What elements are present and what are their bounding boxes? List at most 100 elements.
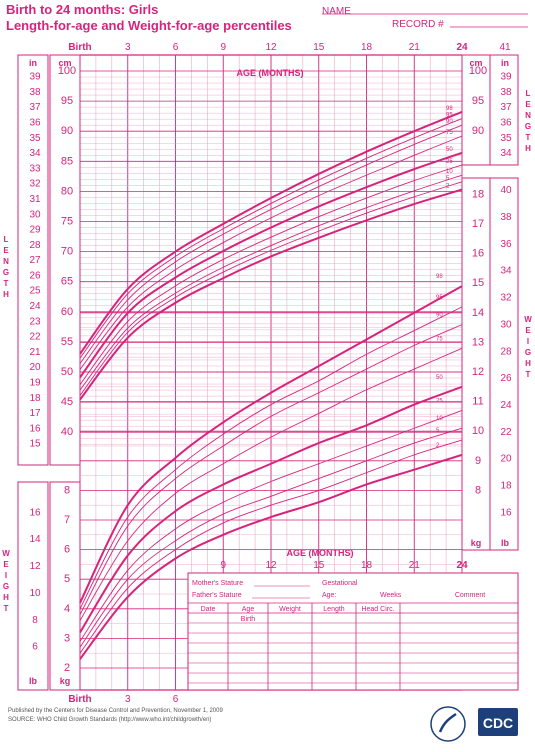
length-curve-p5 [79,181,463,396]
kg-tick-label: 8 [64,484,70,496]
table-column-header: Date [201,606,216,613]
in-tick-label: 32 [29,179,41,190]
length-curve-p2 [79,188,463,401]
lb-tick-label: 14 [29,534,41,545]
weight-percentile-label: 50 [436,375,443,381]
in-tick-label: 26 [29,270,41,281]
kg-tick-label-right: 18 [472,188,484,200]
weight-side-label-right: I [527,337,529,346]
in-tick-label-right: 38 [500,87,512,98]
cm-tick-label: 95 [61,95,73,107]
weight-side-label-right: T [526,370,531,379]
kg-unit-label: kg [60,676,71,686]
in-tick-label: 21 [29,347,41,358]
in-tick-label: 23 [29,316,41,327]
lb-scale-left [17,481,49,691]
in-tick-label-right: 36 [500,118,512,129]
length-percentile-label: 90 [446,119,453,125]
lb-tick-label-right: 34 [500,266,512,277]
weight-side-label-right: H [525,359,531,368]
length-side-label-right: N [525,111,531,120]
mid-tick-label: 15 [313,560,325,571]
mid-tick-label: 9 [220,560,226,571]
in-tick-label: 33 [29,163,41,174]
weight-curve-p10 [79,427,463,648]
lb-tick-label-right: 40 [500,185,512,196]
weight-curve-p98 [79,285,463,604]
cm-tick-label: 80 [61,185,73,197]
cm-tick-label: 55 [61,336,73,348]
length-percentile-label: 50 [446,147,453,153]
comment-label: Comment [455,592,485,599]
mid-tick-label: 24 [456,560,468,571]
in-tick-label-right: 37 [500,102,512,113]
mid-tick-label: 18 [361,560,373,571]
top-tick-label: 21 [409,42,421,53]
cm-tick-label: 75 [61,216,73,228]
lb-tick-label-right: 22 [500,427,512,438]
kg-tick-label: 5 [64,573,70,585]
weight-side-label-right: E [525,326,531,335]
cm-tick-label: 40 [61,426,73,438]
chart-subtitle: Length-for-age and Weight-for-age percen… [6,18,292,33]
in-tick-label: 36 [29,118,41,129]
weight-curve-p50 [79,385,463,634]
name-label: NAME [322,6,351,17]
length-side-label: N [3,257,9,266]
length-side-label: E [3,246,9,255]
table-column-header: Age [242,606,255,613]
table-column-header: Length [323,606,345,613]
length-curve-p10 [79,174,463,391]
kg-tick-label: 4 [64,603,70,615]
top-tick-label: 12 [265,42,277,53]
length-percentile-label: 95 [446,113,453,119]
weight-percentile-label: 25 [436,398,443,404]
weight-curve-p2 [79,453,463,660]
weight-curve-p95 [79,306,463,610]
kg-tick-label: 6 [64,544,70,556]
weight-percentile-label: 95 [436,295,443,301]
in-tick-label: 28 [29,240,41,251]
top-right-in-label: 41 [499,42,511,53]
table-column-header: Weight [279,606,301,613]
bottom-tick-label: Birth [68,694,91,705]
in-tick-label: 19 [29,377,41,388]
in-tick-label: 30 [29,209,41,220]
cm-tick-label-right: 90 [472,125,484,137]
lb-unit-label: lb [29,676,38,686]
length-curve-p95 [79,118,463,359]
publisher-note: Published by the Centers for Disease Con… [8,708,223,714]
weight-percentile-label: 5 [436,428,440,434]
kg-unit-label-right: kg [471,538,482,548]
lb-tick-label-right: 28 [500,346,512,357]
kg-tick-label-right: 11 [472,396,483,408]
cm-tick-label: 90 [61,125,73,137]
lb-tick-label-right: 32 [500,293,512,304]
length-percentile-label: 10 [446,169,453,175]
in-tick-label: 39 [29,72,41,83]
weight-side-label: H [3,593,9,602]
weight-side-label: I [5,571,7,580]
kg-scale-left [49,481,81,691]
weeks-label: Weeks [380,592,402,599]
in-tick-label: 29 [29,225,41,236]
cdc-logo-text: CDC [483,715,513,731]
cdc-logo-icon [478,708,518,736]
lb-scale-right [489,177,519,551]
cm-tick-label: 65 [61,276,73,288]
lb-unit-label-right: lb [501,538,510,548]
kg-tick-label-right: 15 [472,277,484,289]
gestational-label: Gestational [322,580,358,587]
length-percentile-label: 5 [446,176,450,182]
kg-tick-label-right: 9 [475,455,481,467]
lb-tick-label-right: 26 [500,373,512,384]
lb-tick-label-right: 30 [500,319,512,330]
length-side-label: L [4,235,9,244]
length-curve-p25 [79,164,463,385]
lb-tick-label-right: 20 [500,454,512,465]
hhs-eagle-icon [438,712,457,733]
kg-tick-label-right: 14 [472,307,484,319]
in-tick-label: 18 [29,393,41,404]
cm-unit-label-right: cm [469,58,482,68]
